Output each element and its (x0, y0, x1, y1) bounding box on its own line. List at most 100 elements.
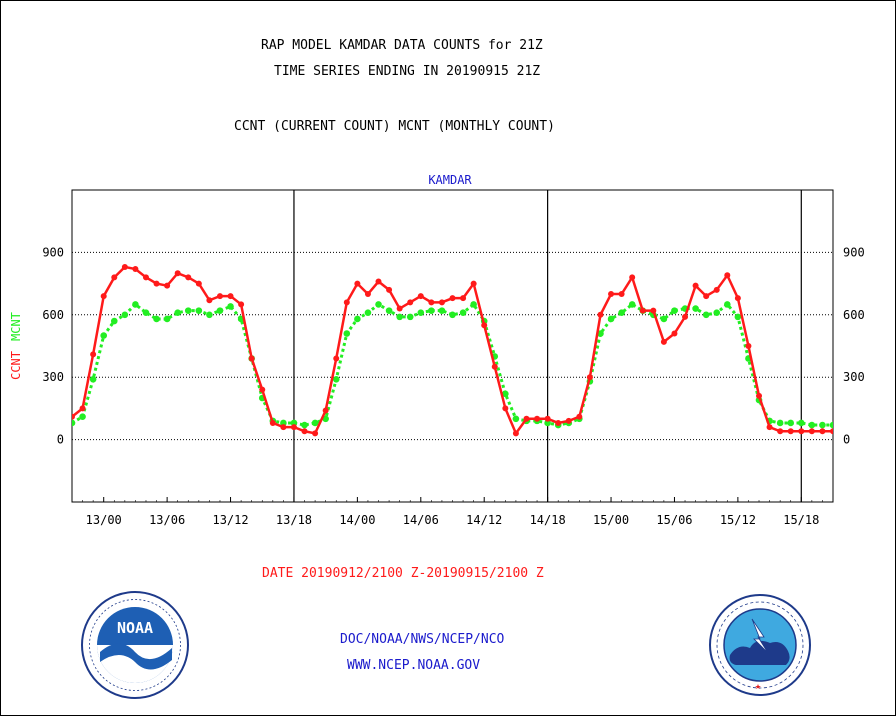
ccnt-point (238, 301, 245, 308)
ccnt-point (153, 280, 160, 287)
ccnt-point (185, 274, 192, 281)
ccnt-point (608, 291, 615, 297)
mcnt-point (100, 332, 108, 339)
ccnt-point (343, 299, 350, 306)
ccnt-point (491, 363, 498, 370)
mcnt-point (110, 317, 118, 325)
ccnt-point (565, 417, 572, 424)
mcnt-point (301, 421, 308, 429)
chart-subtitle: TIME SERIES ENDING IN 20190915 21Z (274, 64, 541, 79)
ccnt-point (280, 424, 287, 431)
chart-title: RAP MODEL KAMDAR DATA COUNTS for 21Z (261, 38, 543, 53)
mcnt-point (184, 307, 192, 314)
ccnt-point (259, 386, 266, 393)
mcnt-point (195, 307, 203, 314)
mcnt-point (787, 419, 795, 427)
mcnt-point (724, 301, 731, 308)
ccnt-point (650, 307, 657, 314)
x-tick-label: 13/18 (276, 513, 312, 527)
ccnt-point (745, 343, 752, 349)
mcnt-point (79, 413, 86, 421)
mcnt-point (322, 415, 329, 423)
mcnt-point (628, 301, 636, 308)
mcnt-point (618, 309, 625, 317)
ccnt-point (787, 428, 794, 435)
ccnt-point (576, 413, 583, 420)
x-tick-label: 14/00 (339, 513, 375, 527)
ccnt-point (142, 274, 149, 281)
mcnt-point (428, 307, 435, 314)
mcnt-point (364, 309, 372, 317)
ccnt-point (111, 274, 118, 281)
ccnt-point (164, 282, 171, 289)
noaa-logo-icon: NOAA (81, 591, 189, 699)
ccnt-axis-label: CCNT (9, 351, 23, 380)
mcnt-point (227, 303, 234, 310)
mcnt-point (206, 311, 213, 319)
mcnt-point (354, 315, 361, 323)
ccnt-point (290, 424, 297, 431)
ccnt-point (481, 322, 488, 329)
ccnt-point (660, 338, 667, 345)
ccnt-series (72, 263, 833, 437)
mcnt-point (174, 309, 181, 317)
mcnt-point (502, 390, 509, 398)
ccnt-point (534, 415, 541, 422)
y-tick-label-right: 900 (843, 245, 865, 259)
ccnt-point (121, 263, 128, 270)
x-tick-label: 15/00 (593, 513, 629, 527)
ccnt-point (132, 266, 139, 273)
x-tick-label: 15/12 (720, 513, 756, 527)
plot-frame (71, 189, 834, 503)
mcnt-point (385, 307, 393, 314)
mcnt-point (216, 307, 224, 314)
x-tick-label: 15/18 (783, 513, 819, 527)
ccnt-point (555, 419, 562, 426)
y-tick-label-left: 900 (42, 245, 64, 259)
ccnt-point (375, 278, 382, 285)
ccnt-point (798, 428, 805, 435)
mcnt-line (72, 302, 833, 427)
url-link[interactable]: WWW.NCEP.NOAA.GOV (347, 658, 481, 673)
org-line-link[interactable]: DOC/NOAA/NWS/NCEP/NCO (340, 632, 505, 647)
noaa-logo-text: NOAA (117, 619, 153, 637)
ccnt-point (671, 330, 678, 337)
y-axis-series-label: CCNT MCNT (9, 312, 23, 380)
ccnt-point (460, 295, 467, 302)
ccnt-point (449, 295, 456, 302)
mcnt-point (702, 311, 710, 319)
y-tick-label-left: 300 (42, 370, 64, 384)
mcnt-point (797, 419, 805, 427)
ccnt-point (713, 286, 720, 293)
mcnt-point (544, 419, 551, 427)
mcnt-point (163, 315, 171, 323)
ccnt-point (216, 293, 223, 300)
mcnt-point (438, 307, 446, 314)
ccnt-point (206, 297, 213, 304)
x-tick-label: 15/06 (656, 513, 692, 527)
mcnt-point (375, 301, 382, 308)
mcnt-point (449, 311, 456, 319)
mcnt-point (512, 415, 520, 423)
ccnt-point (438, 299, 445, 306)
ccnt-point (502, 405, 509, 412)
y-tick-label-right: 600 (843, 308, 865, 322)
mcnt-series (72, 301, 833, 429)
mcnt-point (459, 309, 467, 317)
ccnt-point (90, 351, 97, 358)
ccnt-point (639, 307, 646, 314)
ccnt-point (428, 299, 435, 306)
mcnt-axis-label: MCNT (9, 312, 23, 341)
mcnt-point (692, 305, 699, 312)
y-tick-label-left: 0 (57, 433, 64, 447)
ccnt-point (830, 428, 833, 435)
mcnt-point (72, 419, 76, 427)
mcnt-point (142, 309, 150, 317)
mcnt-point (332, 375, 340, 383)
mcnt-point (121, 311, 129, 319)
ccnt-point (682, 313, 689, 320)
ccnt-point (766, 424, 773, 431)
ccnt-point (756, 392, 763, 399)
ccnt-point (692, 282, 699, 289)
x-tick-label: 13/12 (212, 513, 248, 527)
